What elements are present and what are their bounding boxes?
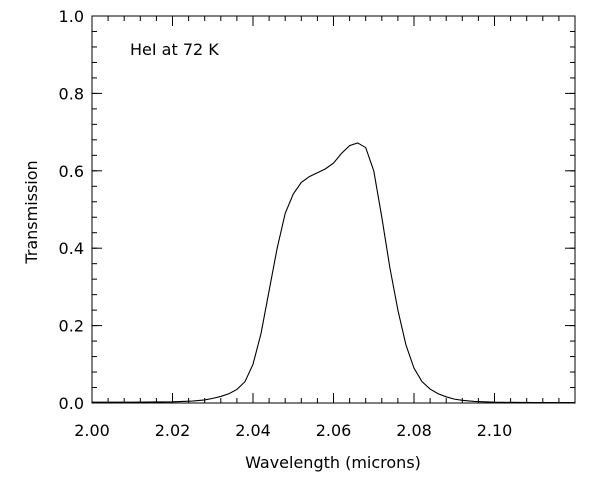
x-tick-label: 2.02 [155, 421, 191, 440]
plot-frame [91, 15, 576, 404]
x-tick-label: 2.04 [235, 421, 271, 440]
x-tick-labels: 2.00 2.02 2.04 2.06 2.08 2.10 [74, 421, 512, 440]
tick-marks [91, 15, 576, 404]
chart-annotation: HeI at 72 K [130, 40, 219, 59]
y-tick-label: 0.2 [59, 317, 84, 336]
y-tick-label: 1.0 [59, 7, 84, 26]
x-axis-label: Wavelength (microns) [245, 453, 421, 472]
y-tick-label: 0.6 [59, 162, 84, 181]
y-axis-label: Transmission [22, 160, 41, 264]
x-tick-label: 2.00 [74, 421, 110, 440]
x-tick-label: 2.06 [316, 421, 352, 440]
y-tick-label: 0.0 [59, 394, 84, 413]
y-tick-label: 0.4 [59, 239, 84, 258]
y-tick-labels: 0.0 0.2 0.4 0.6 0.8 1.0 [59, 7, 84, 413]
transmission-curve [92, 142, 575, 404]
x-tick-label: 2.08 [396, 421, 432, 440]
x-tick-label: 2.10 [477, 421, 513, 440]
y-tick-label: 0.8 [59, 84, 84, 103]
